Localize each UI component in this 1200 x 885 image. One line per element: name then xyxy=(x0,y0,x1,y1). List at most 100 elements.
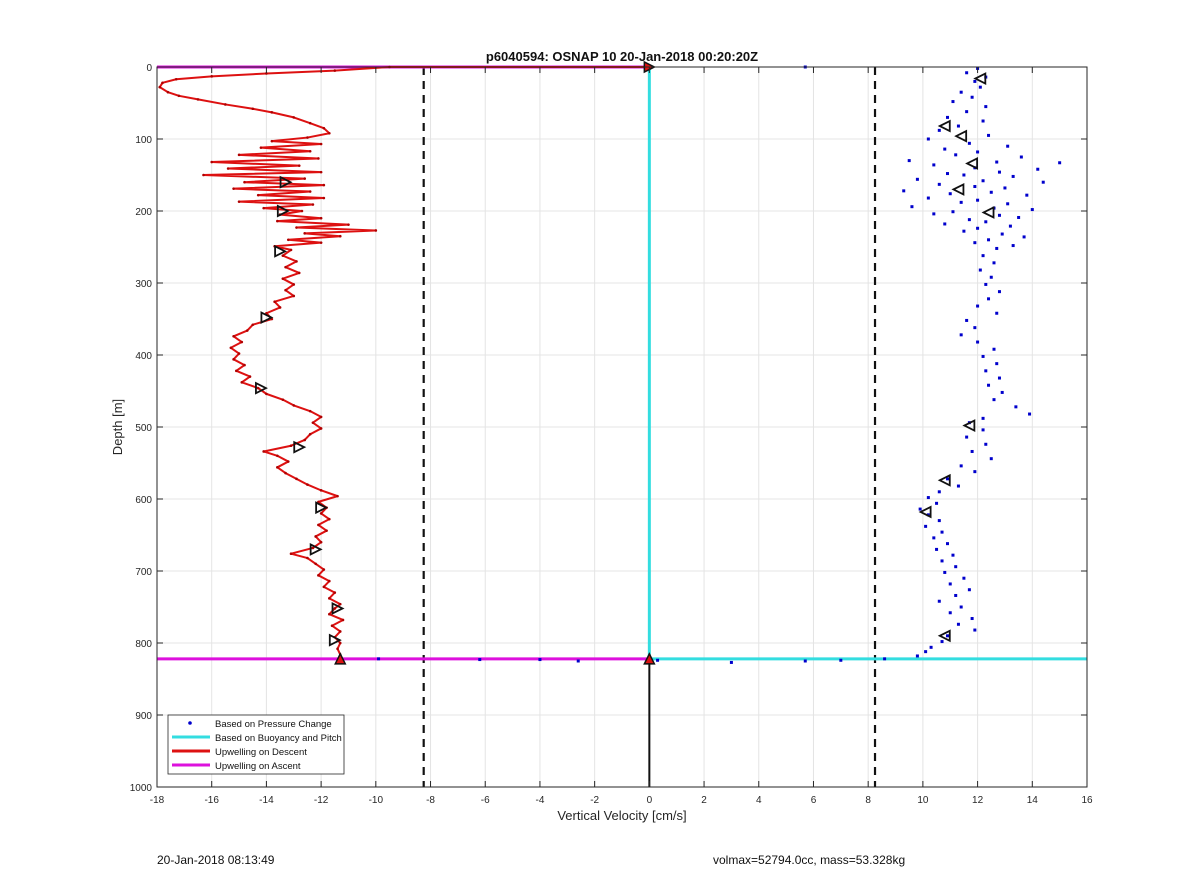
descent-marker xyxy=(274,244,288,258)
pressure-change-point xyxy=(1019,155,1023,159)
pressure-change-point xyxy=(997,376,1001,380)
pressure-change-point xyxy=(1030,208,1034,212)
pressure-change-point xyxy=(981,428,985,432)
pressure-change-point xyxy=(1025,193,1029,197)
descent-point xyxy=(210,160,214,164)
pressure-change-point xyxy=(973,185,977,189)
pressure-change-point xyxy=(946,634,949,638)
pressure-change-point xyxy=(1041,180,1045,184)
y-tick-label: 0 xyxy=(146,63,152,74)
ascent-marker xyxy=(937,473,951,487)
pressure-change-point xyxy=(954,153,958,157)
pressure-change-point xyxy=(937,519,941,523)
descent-point xyxy=(322,196,326,200)
pressure-change-point xyxy=(1003,186,1007,190)
pressure-change-point xyxy=(981,179,985,183)
descent-point xyxy=(289,248,293,252)
pressure-change-point xyxy=(803,659,807,663)
pressure-change-point xyxy=(976,226,980,230)
footer-volmax-mass: volmax=52794.0cc, mass=53.328kg xyxy=(713,853,906,867)
descent-point xyxy=(338,602,342,606)
pressure-change-point xyxy=(926,196,930,200)
pressure-change-point xyxy=(656,658,660,662)
x-tick-label: -12 xyxy=(314,795,329,806)
pressure-change-point xyxy=(995,160,999,164)
descent-point xyxy=(333,69,337,72)
pressure-change-point xyxy=(918,507,922,511)
pressure-change-point xyxy=(940,530,944,534)
descent-point xyxy=(292,294,296,298)
pressure-change-point xyxy=(956,484,960,488)
pressure-change-point xyxy=(937,490,941,494)
descent-point xyxy=(308,121,312,125)
pressure-change-point xyxy=(973,470,977,474)
descent-point xyxy=(297,271,301,275)
x-tick-label: 4 xyxy=(756,795,762,806)
pressure-change-point xyxy=(1006,144,1010,148)
descent-point xyxy=(308,409,312,413)
descent-point xyxy=(226,167,230,170)
x-tick-label: -2 xyxy=(590,795,599,806)
descent-point xyxy=(284,288,287,292)
y-tick-label: 700 xyxy=(135,567,152,578)
pressure-change-point xyxy=(951,100,955,104)
pressure-change-point xyxy=(989,190,993,194)
pressure-change-point xyxy=(946,542,949,546)
pressure-change-point xyxy=(932,163,936,167)
ascent-marker xyxy=(937,629,951,643)
pressure-change-point xyxy=(937,599,941,603)
descent-point xyxy=(319,241,323,244)
ascent-marker xyxy=(937,119,951,133)
x-tick-label: -4 xyxy=(535,795,544,806)
descent-point xyxy=(311,203,315,206)
descent-point xyxy=(281,277,285,280)
ascent-marker xyxy=(973,72,987,85)
pressure-change-point xyxy=(981,254,985,258)
pressure-change-point xyxy=(959,90,963,94)
descent-marker xyxy=(276,204,290,218)
pressure-change-point xyxy=(1022,235,1026,239)
pressure-change-point xyxy=(987,133,991,137)
y-tick-label: 800 xyxy=(135,639,152,650)
pressure-change-point xyxy=(954,565,958,569)
pressure-change-point xyxy=(976,340,980,344)
pressure-change-point xyxy=(1014,405,1018,409)
pressure-change-point xyxy=(377,657,381,661)
descent-point xyxy=(317,157,320,160)
descent-point xyxy=(276,219,279,223)
descent-point xyxy=(317,574,320,577)
pressure-change-point xyxy=(956,124,960,128)
pressure-change-point xyxy=(1011,244,1015,248)
pressure-change-point xyxy=(984,282,988,286)
descent-point xyxy=(319,427,323,430)
descent-point xyxy=(177,94,181,98)
descent-point xyxy=(308,149,312,153)
descent-point xyxy=(256,193,260,197)
legend-label-buoyancy: Based on Buoyancy and Pitch xyxy=(215,733,342,744)
descent-marker xyxy=(315,501,329,515)
ascent-marker xyxy=(918,505,932,519)
y-tick-label: 200 xyxy=(135,207,152,218)
descent-point xyxy=(306,136,309,139)
pressure-change-point xyxy=(924,650,928,654)
pressure-change-point xyxy=(839,658,843,662)
descent-marker xyxy=(260,311,274,325)
pressure-change-point xyxy=(973,628,977,632)
pressure-change-point xyxy=(959,200,963,204)
pressure-change-point xyxy=(729,660,733,664)
y-axis-label: Depth [m] xyxy=(110,399,125,455)
pressure-change-point xyxy=(883,657,887,661)
y-tick-label: 900 xyxy=(135,711,152,722)
x-tick-label: -18 xyxy=(150,795,165,806)
descent-point xyxy=(240,381,244,384)
pressure-change-point xyxy=(992,398,996,402)
pressure-change-point xyxy=(989,457,993,461)
descent-point xyxy=(311,421,315,424)
pressure-change-point xyxy=(984,369,988,373)
x-tick-label: 12 xyxy=(972,795,984,806)
pressure-change-point xyxy=(1000,390,1004,394)
y-tick-label: 600 xyxy=(135,495,152,506)
pressure-change-point xyxy=(965,110,969,114)
descent-point xyxy=(303,232,307,235)
descent-point xyxy=(322,183,326,187)
